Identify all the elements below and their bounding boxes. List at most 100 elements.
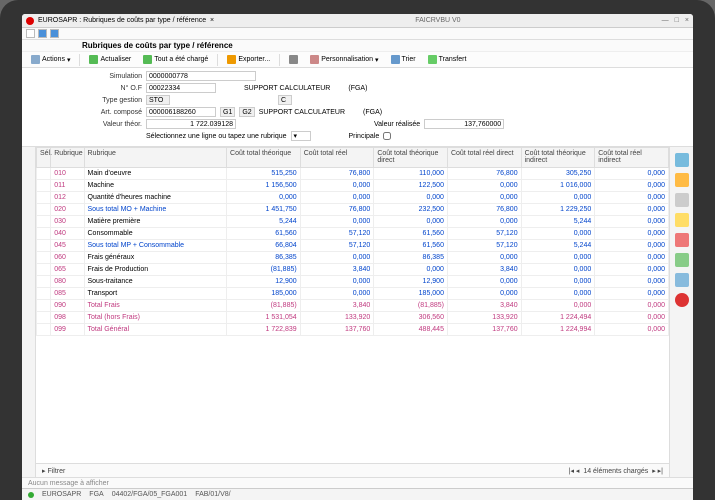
col-sel[interactable]: Sél.: [37, 148, 51, 168]
tool-icon-6[interactable]: [675, 253, 689, 267]
transfer-button[interactable]: Transfert: [423, 53, 472, 66]
cell-c4: 133,920: [447, 312, 521, 324]
cell-label: Sous-traitance: [84, 276, 227, 288]
cell-sel[interactable]: [37, 312, 51, 324]
type-gestion-field: STO: [146, 95, 170, 105]
cell-c3: 488,445: [374, 324, 448, 336]
rubrique-picker[interactable]: ▾: [291, 131, 311, 141]
cell-sel[interactable]: [37, 300, 51, 312]
cell-sel[interactable]: [37, 168, 51, 180]
valeur-theo-field[interactable]: 1 722.039128: [146, 119, 236, 129]
cell-c4: 0,000: [447, 216, 521, 228]
cell-c4: 76,800: [447, 168, 521, 180]
cell-c1: 86,385: [227, 252, 301, 264]
cell-c5: 5,244: [521, 240, 595, 252]
cell-sel[interactable]: [37, 180, 51, 192]
table-row[interactable]: 045Sous total MP + Consommable66,80457,1…: [37, 240, 669, 252]
table-row[interactable]: 099Total Général1 722,839137,760488,4451…: [37, 324, 669, 336]
cell-sel[interactable]: [37, 192, 51, 204]
export-button[interactable]: Exporter...: [222, 53, 275, 66]
art-compose-field[interactable]: 000006188260: [146, 107, 216, 117]
tool-icon-7[interactable]: [675, 273, 689, 287]
col-cout-theo[interactable]: Coût total théorique: [227, 148, 301, 168]
cell-c5: 0,000: [521, 228, 595, 240]
table-row[interactable]: 012Quantité d'heures machine0,0000,0000,…: [37, 192, 669, 204]
tool-icon-5[interactable]: [675, 233, 689, 247]
actions-button[interactable]: Actions ▾: [26, 53, 75, 66]
cell-c5: 0,000: [521, 288, 595, 300]
tool-icon-4[interactable]: [675, 213, 689, 227]
cell-c3: 12,900: [374, 276, 448, 288]
toolbar: Actions ▾ Actualiser Tout a été chargé E…: [22, 52, 693, 68]
cell-sel[interactable]: [37, 324, 51, 336]
table-row[interactable]: 098Total (hors Frais)1 531,054133,920306…: [37, 312, 669, 324]
table-row[interactable]: 010Main d'oeuvre515,25076,800110,00076,8…: [37, 168, 669, 180]
cell-c5: 1 224,494: [521, 312, 595, 324]
cell-sel[interactable]: [37, 276, 51, 288]
cell-label: Consommable: [84, 228, 227, 240]
cell-c1: 1 722,839: [227, 324, 301, 336]
cell-code: 011: [51, 180, 84, 192]
cell-c6: 0,000: [595, 288, 669, 300]
table-row[interactable]: 085Transport185,0000,000185,0000,0000,00…: [37, 288, 669, 300]
cell-c5: 1 016,000: [521, 180, 595, 192]
maximize-icon[interactable]: □: [675, 17, 679, 24]
cell-sel[interactable]: [37, 228, 51, 240]
cell-c1: (81,885): [227, 300, 301, 312]
table-row[interactable]: 011Machine1 156,5000,000122,5000,0001 01…: [37, 180, 669, 192]
loaded-button[interactable]: Tout a été chargé: [138, 53, 213, 66]
col-cout-theo-indirect[interactable]: Coût total théorique indirect: [521, 148, 595, 168]
table-row[interactable]: 080Sous-traitance12,9000,00012,9000,0000…: [37, 276, 669, 288]
zoom-icon[interactable]: [675, 293, 689, 307]
table-row[interactable]: 090Total Frais(81,885)3,840(81,885)3,840…: [37, 300, 669, 312]
cell-code: 020: [51, 204, 84, 216]
sort-button[interactable]: Trier: [386, 53, 421, 66]
cell-c6: 0,000: [595, 300, 669, 312]
qa-button-3[interactable]: [50, 29, 59, 38]
cell-c6: 0,000: [595, 276, 669, 288]
cell-c4: 0,000: [447, 276, 521, 288]
table-row[interactable]: 040Consommable61,56057,12061,56057,1200,…: [37, 228, 669, 240]
tool-icon-3[interactable]: [675, 193, 689, 207]
simulation-field[interactable]: 0000000778: [146, 71, 256, 81]
cell-c3: 0,000: [374, 216, 448, 228]
table-row[interactable]: 020Sous total MO + Machine1 451,75076,80…: [37, 204, 669, 216]
cell-sel[interactable]: [37, 264, 51, 276]
refresh-button[interactable]: Actualiser: [84, 53, 136, 66]
qa-button-2[interactable]: [38, 29, 47, 38]
cell-c6: 0,000: [595, 216, 669, 228]
support-calc-label: SUPPORT CALCULATEUR: [244, 85, 330, 92]
col-cout-reel-direct[interactable]: Coût total réel direct: [447, 148, 521, 168]
principale-checkbox[interactable]: [383, 132, 391, 140]
cell-c2: 3,840: [300, 264, 374, 276]
search-icon[interactable]: [675, 173, 689, 187]
col-cout-reel-indirect[interactable]: Coût total réel indirect: [595, 148, 669, 168]
of-field[interactable]: 00022334: [146, 83, 216, 93]
cell-sel[interactable]: [37, 252, 51, 264]
qa-button-1[interactable]: [26, 29, 35, 38]
minimize-icon[interactable]: —: [662, 17, 669, 24]
cell-sel[interactable]: [37, 216, 51, 228]
filter-button[interactable]: Filtrer: [47, 468, 65, 475]
table-row[interactable]: 030Matière première5,2440,0000,0000,0005…: [37, 216, 669, 228]
col-rubrique[interactable]: Rubrique: [51, 148, 84, 168]
valeur-realisee-field[interactable]: 137,760000: [424, 119, 504, 129]
fga-label-2: (FGA): [363, 109, 382, 116]
cell-sel[interactable]: [37, 204, 51, 216]
col-libelle[interactable]: Rubrique: [84, 148, 227, 168]
cell-c3: 306,560: [374, 312, 448, 324]
cell-sel[interactable]: [37, 240, 51, 252]
col-cout-theo-direct[interactable]: Coût total théorique direct: [374, 148, 448, 168]
col-cout-reel[interactable]: Coût total réel: [300, 148, 374, 168]
personnalisation-button[interactable]: Personnalisation ▾: [305, 53, 383, 66]
table-row[interactable]: 060Frais généraux86,3850,00086,3850,0000…: [37, 252, 669, 264]
print-button[interactable]: [284, 53, 303, 66]
close-icon[interactable]: ×: [685, 17, 689, 24]
cell-c3: 86,385: [374, 252, 448, 264]
tool-icon-1[interactable]: [675, 153, 689, 167]
cell-c1: 1 451,750: [227, 204, 301, 216]
cell-c3: 61,560: [374, 228, 448, 240]
cell-sel[interactable]: [37, 288, 51, 300]
cell-label: Machine: [84, 180, 227, 192]
table-row[interactable]: 065Frais de Production(81,885)3,8400,000…: [37, 264, 669, 276]
